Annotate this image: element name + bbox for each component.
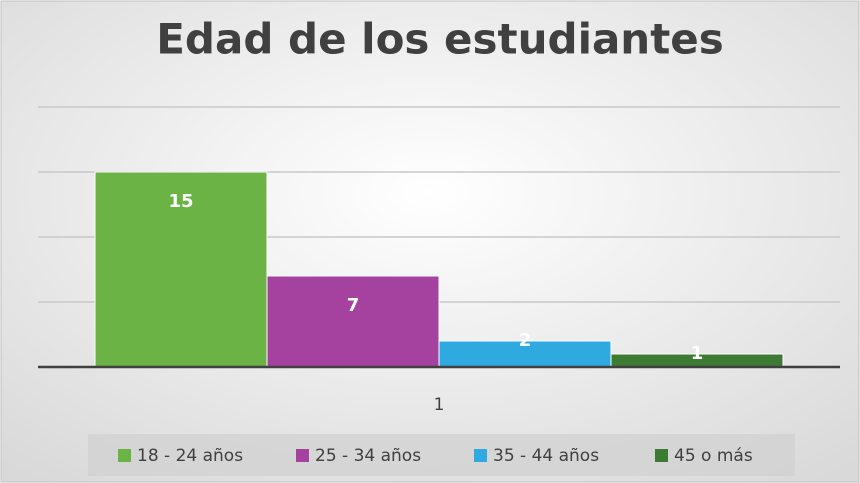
data-label: 1 [691, 343, 704, 364]
legend-swatch [296, 449, 309, 462]
data-label: 7 [347, 295, 360, 316]
legend-label: 18 - 24 años [137, 446, 243, 466]
data-label: 15 [168, 191, 193, 212]
bar [94, 171, 268, 368]
legend-label: 45 o más [674, 446, 753, 466]
legend-box [88, 434, 795, 476]
legend-label: 25 - 34 años [315, 446, 421, 466]
legend-swatch [655, 449, 668, 462]
legend-swatch [474, 449, 487, 462]
chart-title: Edad de los estudiantes [156, 15, 724, 64]
legend-swatch [118, 449, 131, 462]
x-tick-label: 1 [434, 395, 445, 415]
data-label: 2 [519, 330, 532, 351]
legend-label: 35 - 44 años [493, 446, 599, 466]
bar [266, 275, 440, 368]
